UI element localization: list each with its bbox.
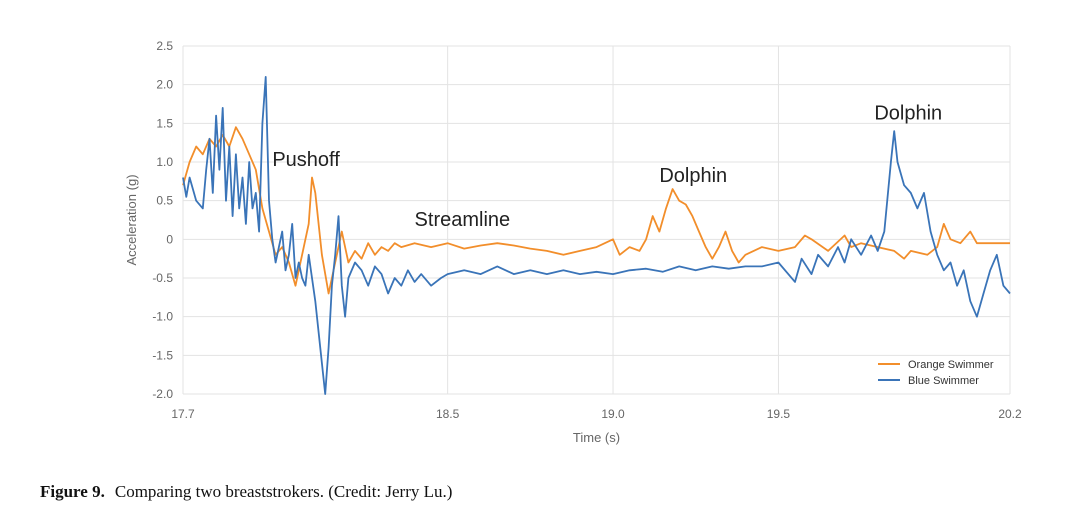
- legend-label: Blue Swimmer: [908, 375, 979, 387]
- x-tick-label: 17.7: [171, 407, 195, 421]
- y-axis-title: Acceleration (g): [124, 174, 139, 265]
- figure-caption: Figure 9. Comparing two breaststrokers. (…: [40, 482, 452, 502]
- figure-label: Figure 9.: [40, 482, 105, 501]
- y-tick-label: -0.5: [152, 271, 173, 285]
- series-line-orange: [182, 126, 1010, 295]
- x-tick-label: 19.0: [601, 407, 625, 421]
- y-tick-label: 0.5: [156, 194, 173, 208]
- y-tick-label: 2.5: [156, 39, 173, 53]
- x-axis-title: Time (s): [573, 430, 620, 445]
- x-tick-label: 18.5: [436, 407, 460, 421]
- y-tick-label: -2.0: [152, 387, 173, 401]
- x-tick-label: 19.5: [767, 407, 791, 421]
- acceleration-chart: 2.5 2.0 1.5 1.0 0.5 0 -0.5 -1.0 -1.5 -2.0 17.7 18.5…: [124, 39, 1022, 445]
- series-line-blue: [182, 76, 1011, 395]
- y-tick-label: 2.0: [156, 78, 173, 92]
- legend-label: Orange Swimmer: [908, 359, 994, 371]
- annotation-label: Dolphin: [874, 102, 942, 124]
- annotation-label: Pushoff: [272, 149, 340, 171]
- annotation-label: Dolphin: [659, 165, 727, 187]
- x-tick-label: 20.2: [998, 407, 1022, 421]
- figure-caption-text: Comparing two breaststrokers. (Credit: J…: [114, 482, 453, 501]
- y-tick-label: 1.5: [156, 116, 173, 130]
- y-tick-label: -1.0: [152, 310, 173, 324]
- annotation-label: Streamline: [415, 209, 511, 231]
- y-tick-label: 1.0: [156, 155, 173, 169]
- y-tick-label: 0: [166, 232, 173, 246]
- y-tick-label: -1.5: [152, 348, 173, 362]
